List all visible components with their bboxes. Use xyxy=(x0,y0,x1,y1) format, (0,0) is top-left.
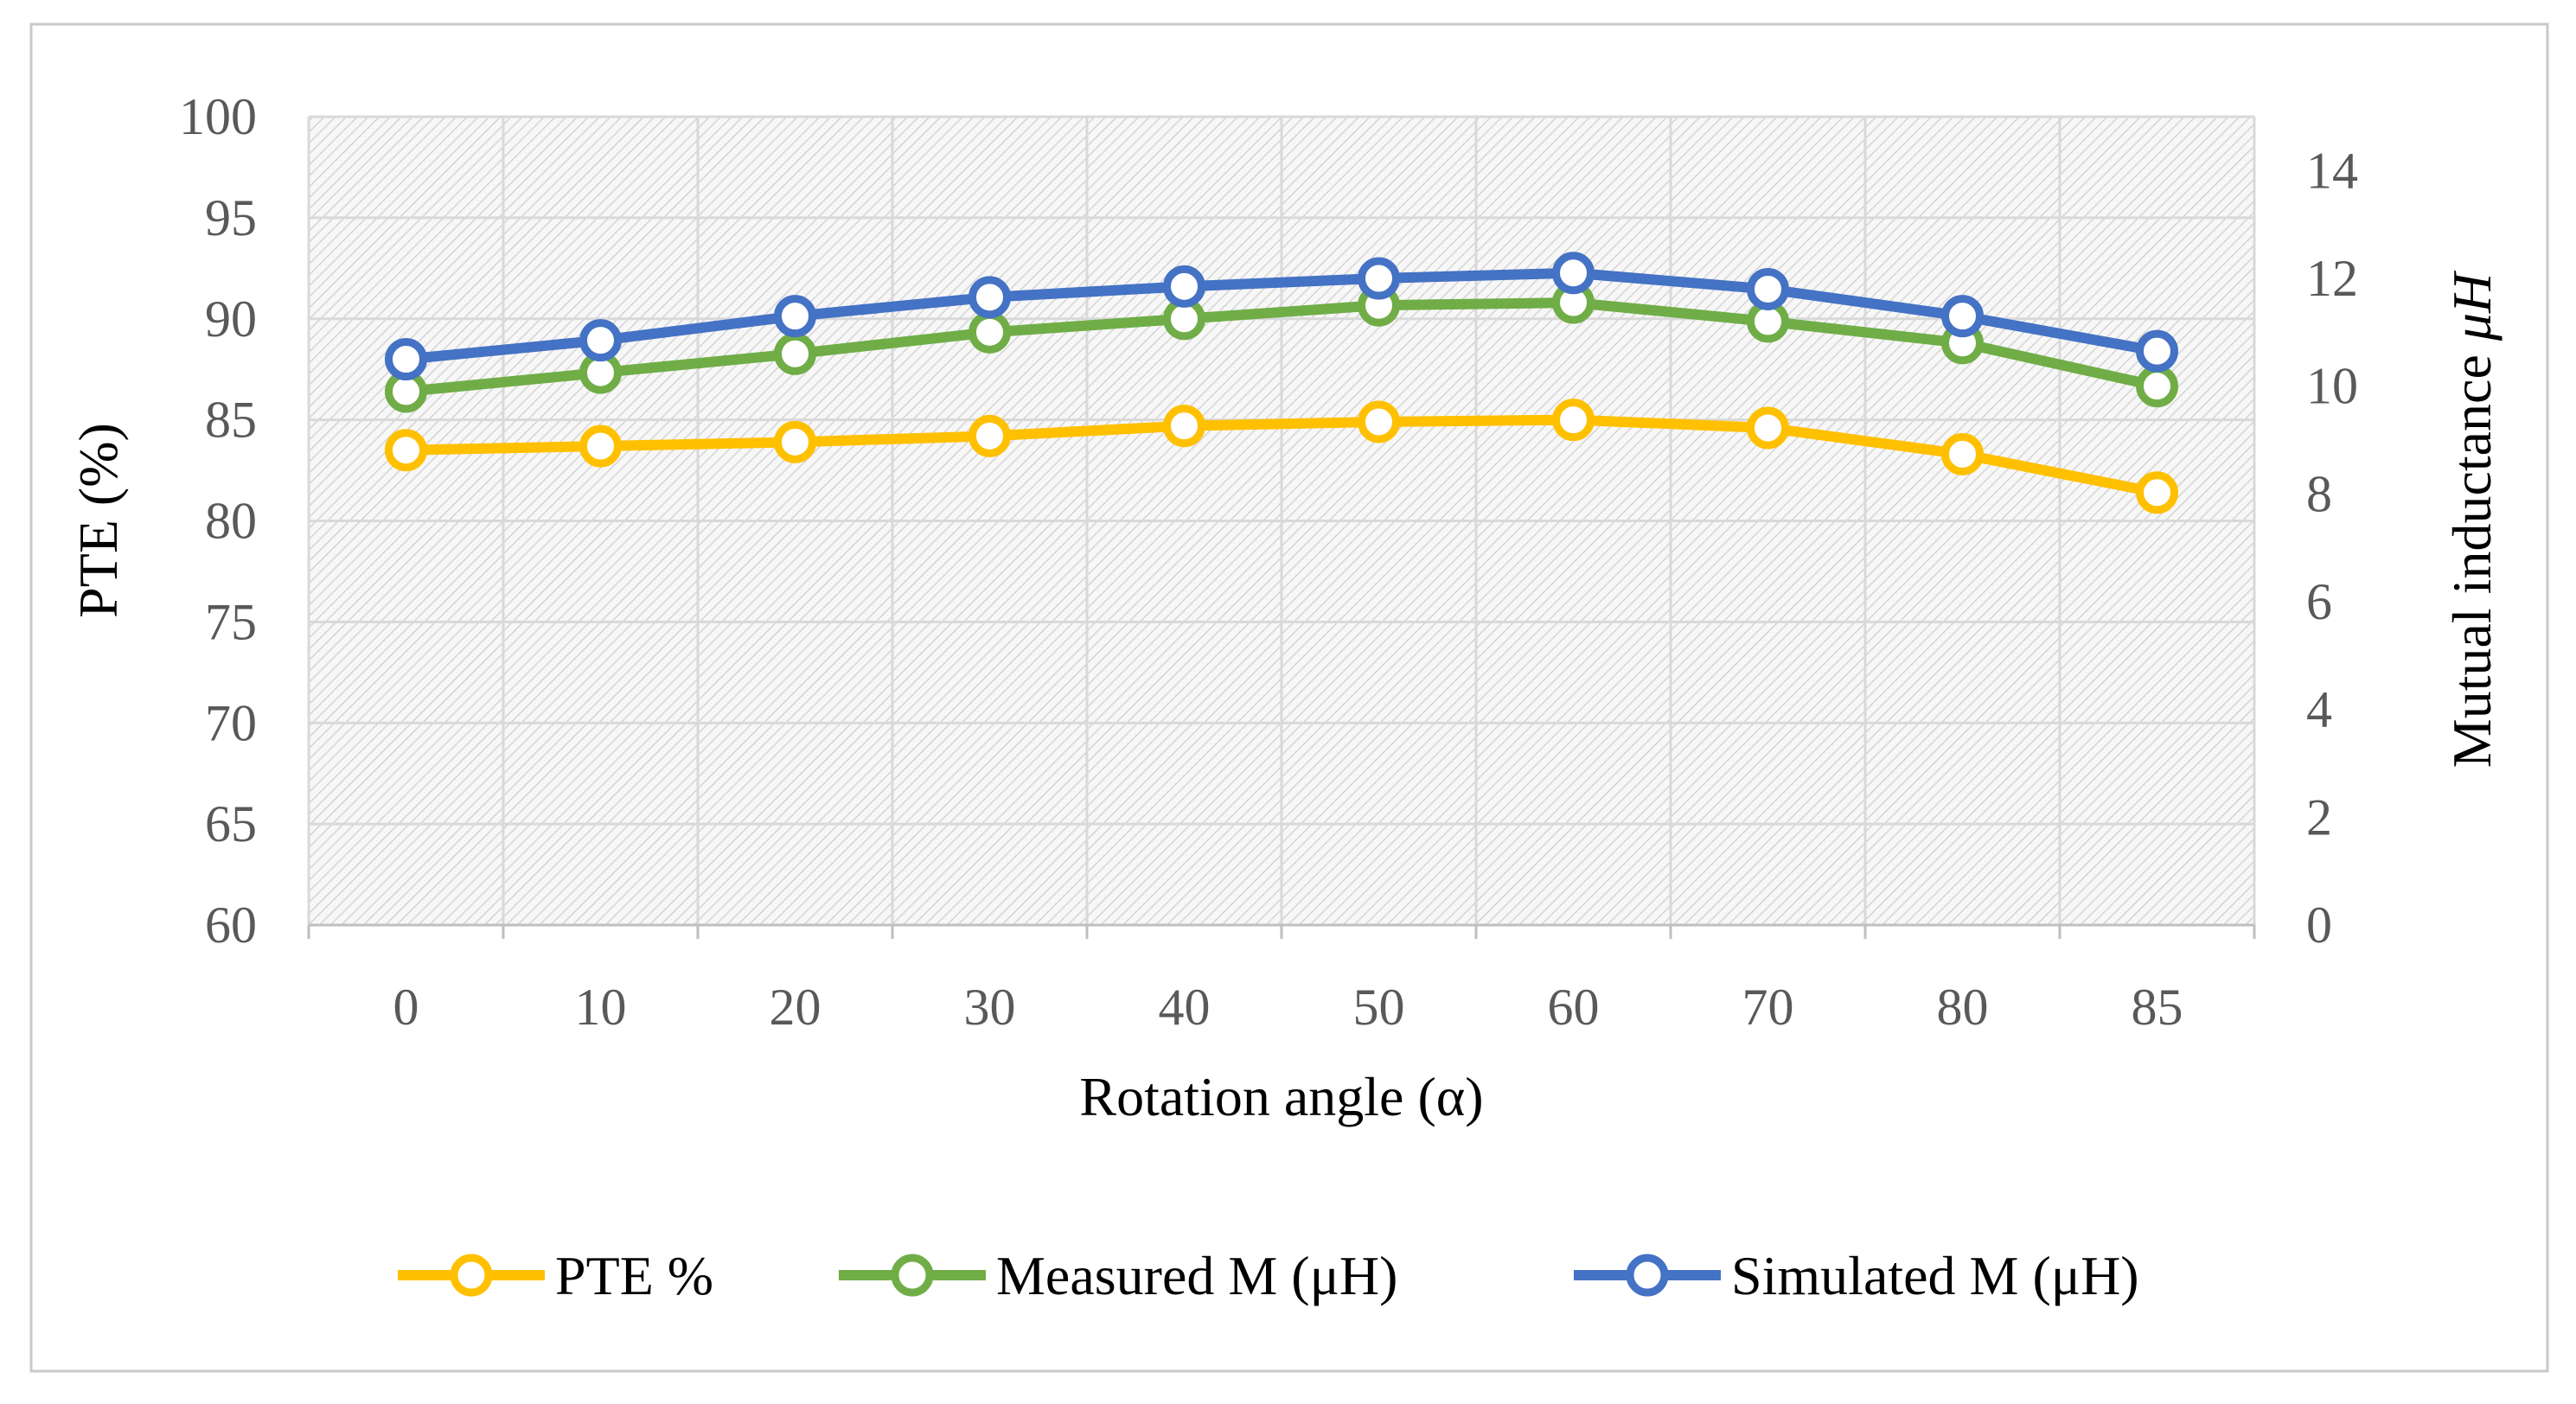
x-tick-label: 80 xyxy=(1937,979,1989,1036)
data-point xyxy=(1358,257,1400,300)
data-point xyxy=(2136,329,2178,373)
left-tick-label: 60 xyxy=(205,897,257,954)
data-point xyxy=(968,276,1011,319)
data-point xyxy=(1941,432,1984,475)
x-tick-label: 60 xyxy=(1548,979,1600,1036)
x-tick-label: 0 xyxy=(393,979,419,1036)
x-tick-label: 70 xyxy=(1742,979,1794,1036)
data-point xyxy=(2136,471,2178,514)
data-point xyxy=(2136,365,2178,408)
right-tick-label: 8 xyxy=(2306,465,2332,522)
vertical-gridlines xyxy=(307,117,2256,925)
y-axis-title: PTE (%) xyxy=(67,423,129,618)
data-point xyxy=(579,319,622,362)
left-tick-label: 75 xyxy=(205,593,257,650)
x-tick-label: 10 xyxy=(575,979,627,1036)
y2-axis-title-text: Mutual inductance xyxy=(2441,341,2502,768)
left-tick-label: 80 xyxy=(205,493,257,550)
series-PTE % xyxy=(385,399,2178,514)
left-tick-label: 65 xyxy=(205,795,257,852)
data-point xyxy=(1163,405,1205,448)
series-Measured M (μH) xyxy=(385,281,2178,413)
left-tick-label: 85 xyxy=(205,392,257,449)
data-point xyxy=(968,310,1011,354)
data-point xyxy=(774,295,816,338)
series-line xyxy=(400,297,2163,397)
legend-label: PTE % xyxy=(555,1245,713,1306)
legend-swatch-marker xyxy=(891,1254,934,1297)
x-axis-title: Rotation angle (α) xyxy=(1079,1066,1483,1127)
left-tick-label: 70 xyxy=(205,694,257,751)
data-point xyxy=(1747,267,1789,310)
data-point xyxy=(774,332,816,375)
y2-axis-title-unit: μH xyxy=(2441,270,2502,341)
x-tick-label: 50 xyxy=(1353,979,1405,1036)
data-point xyxy=(1552,252,1595,295)
legend-item: Simulated M (μH) xyxy=(1574,1245,2139,1306)
x-tick-label: 30 xyxy=(964,979,1016,1036)
legend-label: Measured M (μH) xyxy=(996,1245,1397,1306)
legend-swatch-marker xyxy=(450,1254,493,1297)
left-tick-label: 90 xyxy=(205,290,257,348)
legend-item: Measured M (μH) xyxy=(839,1245,1397,1306)
legend-item: PTE % xyxy=(398,1245,713,1306)
right-tick-label: 12 xyxy=(2306,250,2358,307)
x-tick-label: 40 xyxy=(1159,979,1211,1036)
series-layer xyxy=(385,252,2178,514)
legend-swatch-marker xyxy=(1626,1254,1669,1297)
left-axis-tick-labels: 60 65 70 75 80 85 90 95 100 xyxy=(179,88,257,954)
data-point xyxy=(1358,400,1400,444)
x-axis-tick-labels: 0 10 20 30 40 50 60 70 80 85 xyxy=(393,979,2183,1036)
data-point xyxy=(1747,406,1789,450)
x-tick-label: 20 xyxy=(770,979,821,1036)
right-tick-label: 2 xyxy=(2306,788,2332,846)
legend: PTE % Measured M (μH) Simulated M (μH) xyxy=(398,1245,2139,1306)
left-tick-label: 95 xyxy=(205,189,257,246)
left-tick-label: 100 xyxy=(179,88,257,145)
data-point xyxy=(968,414,1011,457)
right-tick-label: 6 xyxy=(2306,573,2332,630)
data-point xyxy=(385,338,427,380)
data-point xyxy=(1163,265,1205,308)
data-point xyxy=(1552,399,1595,442)
x-tick-label: 85 xyxy=(2132,979,2183,1036)
series-line xyxy=(400,267,2163,365)
data-point xyxy=(774,420,816,463)
right-axis-tick-labels: 0 2 4 6 8 10 12 14 xyxy=(2306,142,2358,954)
right-tick-label: 14 xyxy=(2306,142,2358,199)
legend-label: Simulated M (μH) xyxy=(1731,1245,2139,1306)
series-line xyxy=(400,414,2163,498)
right-tick-label: 10 xyxy=(2306,358,2358,415)
data-point xyxy=(579,424,622,468)
right-tick-label: 4 xyxy=(2306,681,2332,738)
y2-axis-title: Mutual inductance μH xyxy=(2441,270,2502,768)
axes xyxy=(307,923,2256,939)
series-Simulated M (μH) xyxy=(385,252,2178,380)
right-tick-label: 0 xyxy=(2306,897,2332,954)
data-point xyxy=(1941,295,1984,338)
data-point xyxy=(385,429,427,472)
